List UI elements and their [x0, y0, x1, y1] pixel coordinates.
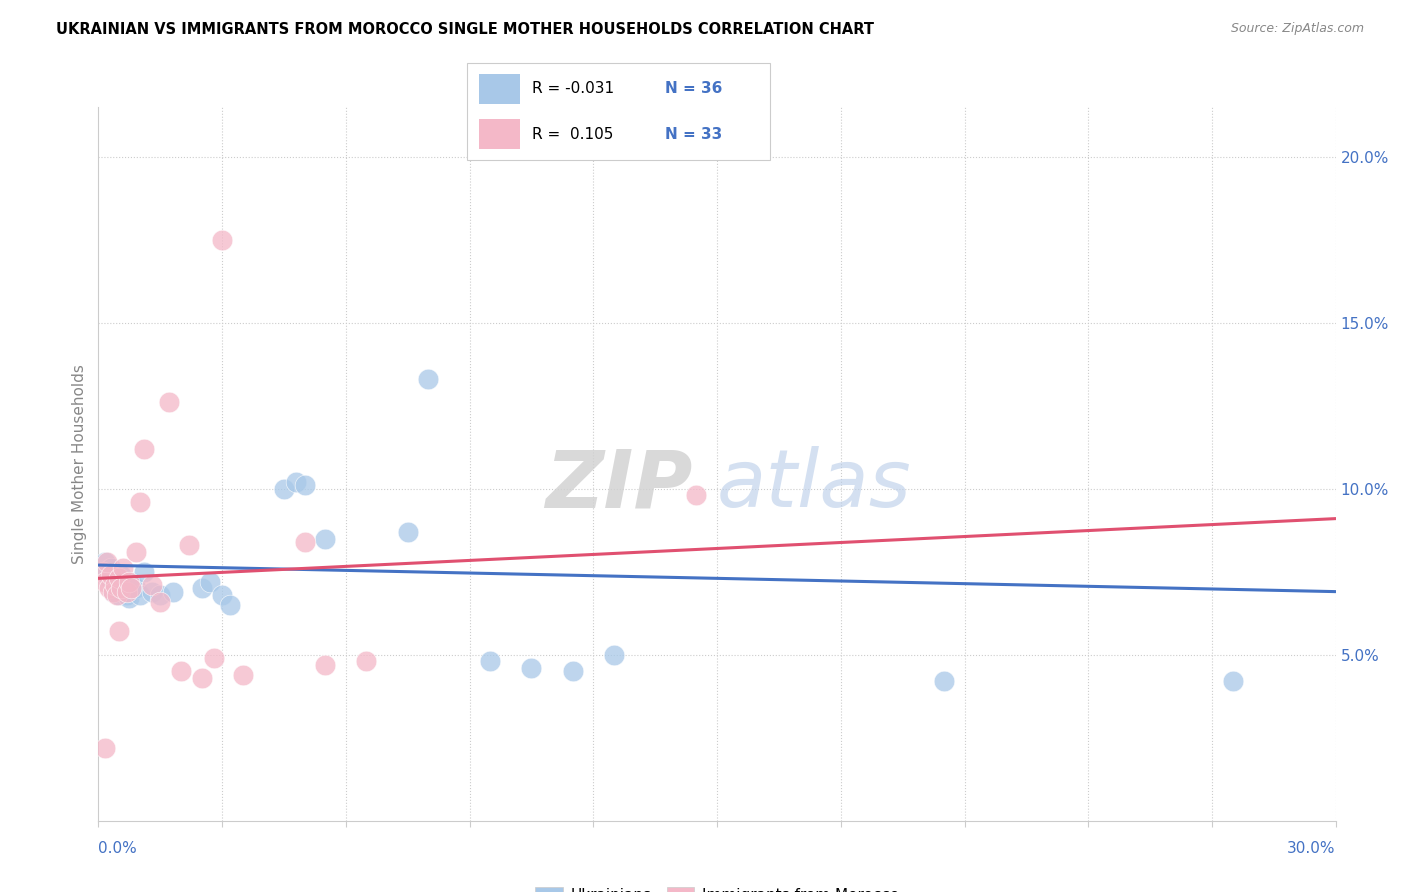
- Point: [198, 574, 221, 589]
- Point: [97, 582, 120, 596]
- Point: [128, 588, 150, 602]
- Text: 30.0%: 30.0%: [1288, 841, 1336, 856]
- Point: [96, 555, 118, 569]
- Text: R =  0.105: R = 0.105: [531, 127, 613, 142]
- Point: [314, 532, 336, 546]
- Point: [190, 582, 212, 596]
- Point: [105, 582, 128, 596]
- Legend: Ukrainians, Immigrants from Morocco: Ukrainians, Immigrants from Morocco: [529, 881, 905, 892]
- Text: Source: ZipAtlas.com: Source: ZipAtlas.com: [1230, 22, 1364, 36]
- Point: [356, 654, 378, 668]
- Point: [285, 475, 308, 489]
- Point: [132, 565, 155, 579]
- Point: [170, 665, 193, 679]
- Point: [101, 584, 124, 599]
- Point: [219, 598, 242, 612]
- Point: [232, 667, 254, 681]
- Text: UKRAINIAN VS IMMIGRANTS FROM MOROCCO SINGLE MOTHER HOUSEHOLDS CORRELATION CHART: UKRAINIAN VS IMMIGRANTS FROM MOROCCO SIN…: [56, 22, 875, 37]
- Point: [93, 555, 115, 569]
- Point: [114, 582, 136, 596]
- Point: [202, 651, 225, 665]
- Point: [110, 568, 132, 582]
- Point: [96, 565, 118, 579]
- Point: [561, 665, 583, 679]
- Point: [100, 568, 122, 582]
- Point: [104, 578, 127, 592]
- Point: [520, 661, 543, 675]
- Point: [112, 578, 135, 592]
- Point: [120, 582, 142, 596]
- FancyBboxPatch shape: [479, 74, 520, 103]
- Point: [141, 578, 163, 592]
- Point: [124, 582, 146, 596]
- Text: N = 33: N = 33: [665, 127, 723, 142]
- Point: [105, 588, 128, 602]
- FancyBboxPatch shape: [479, 120, 520, 149]
- Point: [685, 488, 707, 502]
- Point: [117, 588, 139, 602]
- Point: [91, 565, 114, 579]
- Point: [932, 674, 955, 689]
- Point: [479, 654, 502, 668]
- Point: [141, 584, 163, 599]
- Point: [118, 591, 141, 606]
- Point: [190, 671, 212, 685]
- Point: [120, 574, 142, 589]
- Point: [149, 594, 172, 608]
- Y-axis label: Single Mother Households: Single Mother Households: [72, 364, 87, 564]
- Point: [93, 740, 115, 755]
- Point: [108, 571, 131, 585]
- Point: [418, 372, 440, 386]
- Point: [93, 574, 115, 589]
- Point: [128, 495, 150, 509]
- Point: [118, 574, 141, 589]
- Text: atlas: atlas: [717, 446, 912, 524]
- Point: [132, 442, 155, 456]
- Text: R = -0.031: R = -0.031: [531, 81, 614, 96]
- Point: [97, 571, 120, 585]
- Point: [314, 657, 336, 672]
- Text: ZIP: ZIP: [546, 446, 692, 524]
- Point: [110, 582, 132, 596]
- Text: 0.0%: 0.0%: [98, 841, 138, 856]
- Point: [149, 588, 172, 602]
- Point: [603, 648, 626, 662]
- Point: [157, 395, 180, 409]
- Point: [100, 561, 122, 575]
- FancyBboxPatch shape: [467, 63, 770, 160]
- Point: [211, 233, 233, 247]
- Point: [179, 538, 201, 552]
- Point: [101, 584, 124, 599]
- Point: [273, 482, 295, 496]
- Point: [108, 624, 131, 639]
- Point: [117, 584, 139, 599]
- Point: [211, 588, 233, 602]
- Point: [124, 545, 146, 559]
- Point: [1222, 674, 1244, 689]
- Point: [112, 561, 135, 575]
- Point: [108, 588, 131, 602]
- Point: [294, 534, 316, 549]
- Text: N = 36: N = 36: [665, 81, 723, 96]
- Point: [104, 574, 127, 589]
- Point: [294, 478, 316, 492]
- Point: [396, 524, 419, 539]
- Point: [162, 584, 184, 599]
